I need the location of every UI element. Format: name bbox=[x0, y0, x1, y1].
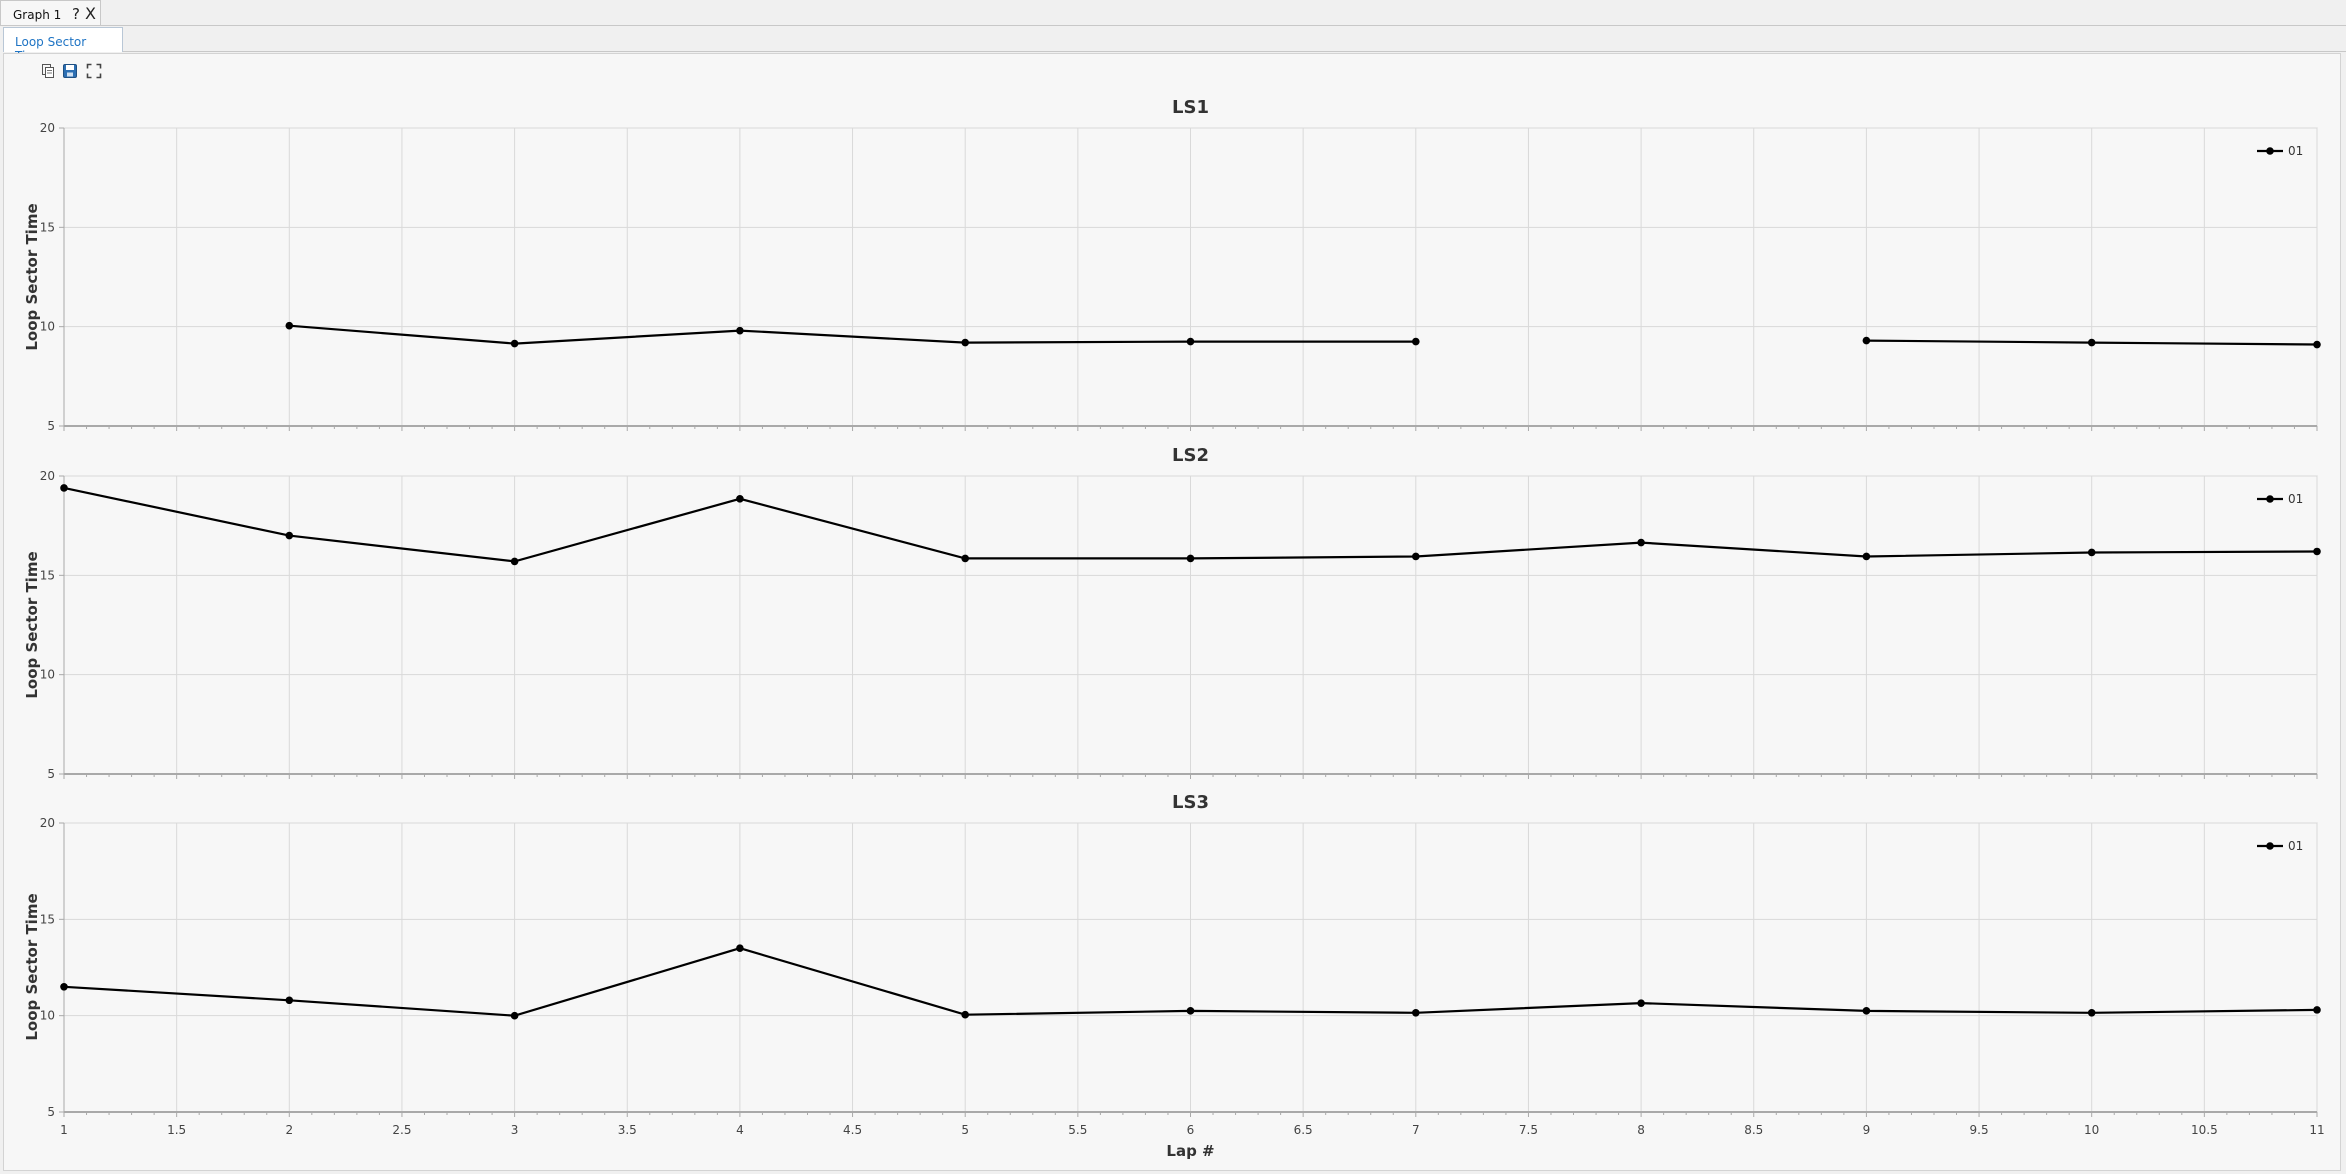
data-point bbox=[736, 495, 744, 503]
data-point bbox=[285, 996, 294, 1005]
data-point bbox=[961, 1010, 969, 1019]
fullscreen-icon[interactable] bbox=[86, 63, 102, 79]
legend-marker bbox=[2266, 495, 2274, 503]
chart-ls1: 5 10 15 20 LS1 Loop Sector Time 01 bbox=[23, 97, 2321, 433]
data-point bbox=[1637, 538, 1645, 547]
data-point bbox=[2313, 547, 2321, 556]
series-line bbox=[289, 324, 1416, 345]
data-point bbox=[1186, 337, 1195, 346]
x-tick-label: 6.5 bbox=[1294, 1123, 1313, 1137]
y-tick-label: 5 bbox=[47, 767, 55, 781]
y-axis-label: Loop Sector Time bbox=[23, 203, 41, 350]
x-tick-label: 6 bbox=[1187, 1123, 1195, 1137]
y-tick-label: 15 bbox=[40, 568, 55, 582]
data-point bbox=[1412, 552, 1420, 561]
x-tick-label: 11 bbox=[2309, 1123, 2324, 1137]
y-tick-label: 5 bbox=[47, 1105, 55, 1119]
data-point bbox=[510, 1011, 519, 1020]
y-tick-label: 20 bbox=[40, 816, 55, 830]
x-tick-label: 10 bbox=[2084, 1123, 2099, 1137]
data-point bbox=[2313, 340, 2321, 349]
x-tick-label: 9.5 bbox=[1970, 1123, 1989, 1137]
legend-label: 01 bbox=[2288, 492, 2303, 506]
x-tick-label: 4.5 bbox=[843, 1123, 862, 1137]
help-icon[interactable]: ? bbox=[72, 5, 80, 23]
y-tick-label: 20 bbox=[40, 469, 55, 483]
legend-marker bbox=[2266, 147, 2274, 155]
data-point bbox=[510, 339, 519, 348]
data-point bbox=[1412, 337, 1420, 346]
subtab-strip-divider bbox=[123, 51, 2346, 52]
save-icon[interactable] bbox=[62, 63, 78, 79]
close-icon[interactable]: X bbox=[85, 4, 96, 23]
data-point bbox=[2313, 1006, 2321, 1014]
data-point bbox=[2087, 1008, 2096, 1017]
tab-strip-divider bbox=[0, 25, 2346, 26]
data-point bbox=[60, 484, 68, 492]
y-tick-label: 20 bbox=[40, 121, 55, 135]
x-tick-label: 1.5 bbox=[167, 1123, 186, 1137]
data-point bbox=[961, 554, 969, 563]
data-point bbox=[285, 531, 294, 540]
data-point bbox=[736, 326, 744, 335]
data-point bbox=[510, 557, 519, 566]
chart-title: LS3 bbox=[1172, 792, 1209, 813]
x-tick-label: 2.5 bbox=[392, 1123, 411, 1137]
x-tick-label: 2 bbox=[285, 1123, 293, 1137]
data-point bbox=[1186, 554, 1195, 563]
chart-title: LS1 bbox=[1172, 97, 1209, 118]
chart-ls2: 5 10 15 20 LS2 Loop Sector Time 01 bbox=[23, 445, 2321, 781]
x-tick-label: 8.5 bbox=[1744, 1123, 1763, 1137]
y-tick-label: 15 bbox=[40, 220, 55, 234]
x-tick-label: 7.5 bbox=[1519, 1123, 1538, 1137]
data-point bbox=[1186, 1007, 1195, 1015]
x-tick-label: 4 bbox=[736, 1123, 744, 1137]
y-tick-label: 10 bbox=[40, 1009, 55, 1023]
y-tick-label: 10 bbox=[40, 320, 55, 334]
data-point bbox=[1862, 336, 1871, 345]
y-tick-label: 5 bbox=[47, 419, 55, 433]
legend-label: 01 bbox=[2288, 839, 2303, 853]
data-point bbox=[1412, 1008, 1420, 1017]
legend-marker bbox=[2266, 842, 2274, 850]
y-tick-label: 15 bbox=[40, 912, 55, 926]
legend-label: 01 bbox=[2288, 144, 2303, 158]
chart-ls3: 5 10 15 20 1 1.5 2 2.5 3 3.5 4 4.5 5 5.5 6 6.5 7 7.5 8 8.5 9… bbox=[23, 792, 2325, 1160]
x-tick-label: 3 bbox=[511, 1123, 519, 1137]
x-axis-label: Lap # bbox=[1166, 1142, 1214, 1160]
x-tick-label: 9 bbox=[1863, 1123, 1871, 1137]
x-tick-label: 10.5 bbox=[2191, 1123, 2218, 1137]
window-tab[interactable]: Graph 1 ? X bbox=[0, 0, 101, 26]
data-point bbox=[1637, 999, 1645, 1007]
data-point bbox=[961, 338, 969, 347]
x-tick-label: 1 bbox=[60, 1123, 68, 1137]
chart-title: LS2 bbox=[1172, 445, 1209, 466]
x-tick-label: 5.5 bbox=[1068, 1123, 1087, 1137]
x-tick-label: 8 bbox=[1637, 1123, 1645, 1137]
data-point bbox=[1862, 552, 1871, 561]
y-axis-label: Loop Sector Time bbox=[23, 893, 41, 1040]
copy-icon[interactable] bbox=[40, 63, 56, 79]
x-tick-label: 5 bbox=[961, 1123, 969, 1137]
data-point bbox=[1862, 1007, 1871, 1015]
x-tick-label: 3.5 bbox=[618, 1123, 637, 1137]
data-point bbox=[2087, 548, 2096, 557]
x-tick-label: 7 bbox=[1412, 1123, 1420, 1137]
y-axis-label: Loop Sector Time bbox=[23, 551, 41, 698]
y-tick-label: 10 bbox=[40, 668, 55, 682]
data-point bbox=[60, 982, 68, 991]
window-tab-title: Graph 1 bbox=[13, 8, 62, 22]
data-point bbox=[2087, 338, 2096, 347]
data-point bbox=[285, 321, 294, 330]
data-point bbox=[736, 944, 744, 953]
